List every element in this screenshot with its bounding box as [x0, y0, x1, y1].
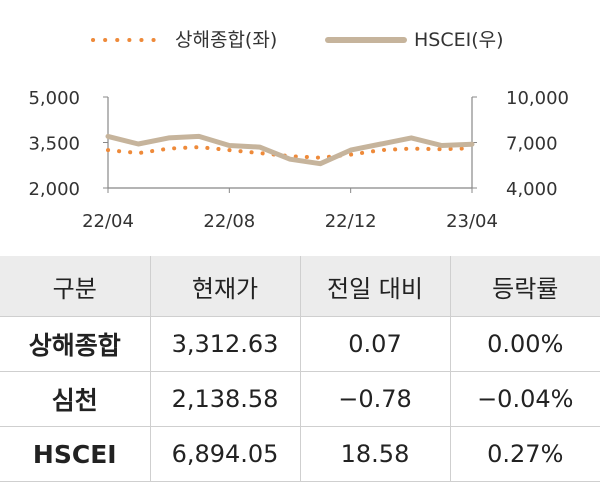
cell-change: 0.07: [299, 316, 450, 372]
table-header-row: 구분 현재가 전일 대비 등락률: [0, 256, 600, 317]
col-change-rate: 등락률: [449, 256, 600, 317]
cell-change-rate: 0.00%: [449, 316, 600, 372]
cell-current-price: 2,138.58: [149, 371, 300, 427]
right-tick-label: 10,000: [506, 88, 569, 109]
row-label: 상해종합: [0, 316, 150, 372]
row-label: HSCEI: [0, 426, 150, 482]
x-tick-label: 22/08: [203, 211, 255, 232]
cell-current-price: 3,312.63: [149, 316, 300, 372]
row-label: 심천: [0, 371, 150, 427]
table-row: HSCEI 6,894.05 18.58 0.27%: [0, 426, 600, 482]
col-current-price: 현재가: [149, 256, 300, 317]
stock-index-chart: 2,000 3,500 5,000 4,000 7,000 10,000 22/04 22/0…: [28, 29, 569, 232]
legend-label-hscei: HSCEI(우): [414, 29, 504, 51]
left-tick-label: 3,500: [28, 134, 80, 155]
x-tick-label: 22/12: [325, 211, 377, 232]
x-tick-label: 22/04: [82, 211, 134, 232]
table-row: 심천 2,138.58 −0.78 −0.04%: [0, 371, 600, 427]
series-line-1: [105, 133, 475, 167]
cell-current-price: 6,894.05: [149, 426, 300, 482]
x-tick-label: 23/04: [446, 211, 498, 232]
cell-change: −0.78: [299, 371, 450, 427]
left-tick-label: 5,000: [28, 88, 80, 109]
table-row: 상해종합 3,312.63 0.07 0.00%: [0, 316, 600, 372]
index-table: 구분 현재가 전일 대비 등락률 상해종합 3,312.63 0.07 0.00…: [0, 256, 600, 482]
left-tick-label: 2,000: [28, 179, 80, 200]
cell-change-rate: 0.27%: [449, 426, 600, 482]
cell-change: 18.58: [299, 426, 450, 482]
right-tick-label: 4,000: [506, 179, 558, 200]
col-change: 전일 대비: [299, 256, 450, 317]
legend-label-shanghai: 상해종합(좌): [175, 29, 277, 51]
cell-change-rate: −0.04%: [449, 371, 600, 427]
right-tick-label: 7,000: [506, 134, 558, 155]
col-category: 구분: [0, 256, 150, 317]
